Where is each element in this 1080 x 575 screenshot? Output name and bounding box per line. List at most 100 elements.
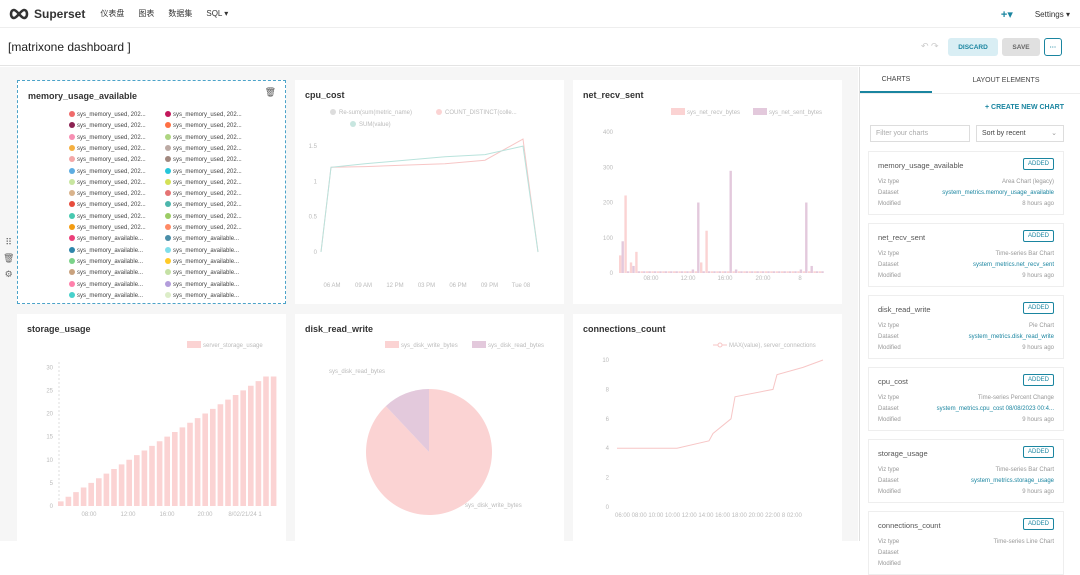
bar-storage [179, 427, 186, 506]
nav-dashboards[interactable]: 仪表盘 [100, 9, 125, 18]
legend-item[interactable]: sys_memory_available... [165, 257, 240, 265]
bar-storage [134, 455, 140, 506]
panel-chart-card[interactable]: connections_count ADDED Viz type Time-serie… [868, 511, 1064, 575]
bar-recv [770, 271, 773, 273]
modified-label: Modified [878, 345, 901, 351]
legend-item[interactable]: sys_memory_used, 202... [69, 122, 146, 129]
chart-card-memory[interactable]: memory_usage_available 🗑 sys_memory_used… [17, 80, 286, 304]
viz-type-label: Viz type [878, 323, 900, 329]
legend-item[interactable]: sys_memory_available... [165, 269, 239, 276]
legend-item[interactable]: sys_memory_used, 202... [69, 178, 146, 186]
legend-item[interactable]: sys_memory_used, 202... [165, 212, 242, 220]
tab-layout-elements[interactable]: LAYOUT ELEMENTS [972, 76, 1040, 84]
legend-item[interactable]: sys_memory_used, 202... [69, 111, 146, 118]
legend-item[interactable]: sys_memory_used, 202... [165, 190, 242, 197]
dashboard-title[interactable]: [matrixone dashboard ] [8, 40, 131, 54]
dataset-label: Dataset [878, 406, 899, 412]
legend-swatch [165, 224, 171, 230]
tab-charts[interactable]: CHARTS [860, 67, 932, 93]
viz-type-label: Viz type [878, 179, 900, 185]
legend-item[interactable]: sys_memory_available... [165, 291, 239, 299]
x-tick-label: 16:00 [159, 512, 175, 518]
legend-item[interactable]: sys_memory_available... [69, 246, 143, 254]
y-tick-label: 200 [603, 201, 614, 207]
panel-chart-card[interactable]: memory_usage_available ADDED Viz type Area … [868, 151, 1064, 215]
chart-card-connections[interactable]: connections_count MAX(value), server_con… [573, 314, 842, 541]
legend-item[interactable]: sys_memory_used, 202... [165, 167, 242, 175]
legend-item[interactable]: sys_memory_used, 202... [69, 190, 146, 197]
legend-swatch [165, 235, 171, 242]
panel-chart-card[interactable]: disk_read_write ADDED Viz type Pie Chart Dat… [868, 295, 1064, 359]
filter-charts-input[interactable]: Filter your charts [870, 125, 970, 142]
legend-item[interactable]: sys_memory_used, 202... [69, 212, 146, 220]
gear-icon[interactable]: ⚙ [4, 269, 13, 279]
legend-item[interactable]: sys_memory_available... [165, 280, 239, 288]
bar-recv [802, 271, 805, 273]
legend-swatch [350, 121, 356, 127]
brand-logo[interactable]: Superset [8, 7, 85, 21]
legend-item[interactable]: sys_memory_used, 202... [165, 156, 242, 163]
y-tick-label: 1.5 [309, 144, 318, 150]
legend-swatch [69, 190, 75, 197]
legend-item[interactable]: sys_memory_available... [69, 291, 143, 299]
chart-card-cpu[interactable]: cpu_cost Re-sum(sum(metric_name) COUNT_D… [295, 80, 564, 304]
legend-item[interactable]: sys_memory_used, 202... [165, 111, 242, 118]
legend-item[interactable]: sys_memory_used, 202... [165, 144, 242, 152]
bar-recv [775, 271, 778, 273]
discard-button[interactable]: DISCARD [948, 38, 998, 56]
nav-datasets[interactable]: 数据集 [168, 9, 193, 18]
settings-menu[interactable]: Settings ▾ [1034, 9, 1070, 19]
panel-chart-card[interactable]: net_recv_sent ADDED Viz type Time-series Ba… [868, 223, 1064, 287]
nav-charts[interactable]: 图表 [138, 9, 155, 18]
legend-item[interactable]: sys_memory_used, 202... [69, 201, 146, 208]
legend-item[interactable]: sys_memory_used, 202... [165, 122, 242, 129]
legend-item[interactable]: sys_memory_used, 202... [165, 133, 242, 141]
new-menu-button[interactable]: +▾ [1000, 8, 1013, 21]
delete-row-icon[interactable]: 🗑 [3, 253, 15, 263]
drag-handle-icon[interactable]: ⠿ [5, 237, 13, 247]
chart-card-net[interactable]: net_recv_sent sys_net_recv_bytes sys_net… [573, 80, 842, 304]
sort-select[interactable]: Sort by recent ⌄ [976, 125, 1064, 142]
bar-recv [737, 271, 741, 273]
legend-item[interactable]: sys_memory_used, 202... [165, 224, 242, 231]
bar-recv [781, 271, 784, 273]
legend-item[interactable]: sys_memory_used, 202... [69, 144, 146, 152]
x-tick-label: 06 AM [323, 283, 340, 289]
bar-recv [667, 271, 670, 273]
legend-item[interactable]: sys_memory_available... [69, 235, 143, 242]
panel-chart-card[interactable]: cpu_cost ADDED Viz type Time-series Percent… [868, 367, 1064, 431]
more-options-button[interactable]: ··· [1044, 38, 1062, 56]
dataset-label: Dataset [878, 262, 899, 268]
undo-redo-icon[interactable]: ↶ ↷ [921, 41, 939, 51]
legend-item[interactable]: sys_memory_used, 202... [69, 224, 146, 231]
legend-swatch [187, 341, 201, 348]
pie-slice-read [385, 389, 429, 452]
create-new-chart-button[interactable]: + CREATE NEW CHART [984, 104, 1064, 111]
save-button[interactable]: SAVE [1002, 38, 1040, 56]
legend-item[interactable]: sys_memory_used, 202... [165, 201, 242, 208]
nav-sql-menu[interactable]: SQL ▾ [206, 9, 229, 18]
legend-item[interactable]: sys_memory_used, 202... [69, 156, 146, 163]
x-tick-label: 08:00 [81, 512, 97, 518]
panel-chart-card[interactable]: storage_usage ADDED Viz type Time-series Ba… [868, 439, 1064, 503]
chart-card-storage[interactable]: storage_usage server_storage_usage 30 25 2… [17, 314, 286, 541]
bar-storage [172, 432, 178, 506]
bar-recv [813, 271, 816, 273]
legend-label: sys_memory_available... [77, 236, 144, 243]
legend-label: sys_memory_available... [173, 258, 240, 265]
legend-item[interactable]: sys_memory_available... [69, 257, 143, 265]
legend-item[interactable]: sys_memory_available... [165, 246, 239, 254]
legend-item[interactable]: sys_memory_used, 202... [69, 133, 146, 141]
bar-recv [791, 271, 795, 273]
trash-icon[interactable]: 🗑 [264, 87, 276, 97]
legend-swatch [165, 167, 171, 174]
legend-label: sys_memory_used, 202... [77, 213, 146, 220]
bar-sent [794, 271, 797, 273]
legend-item[interactable]: sys_memory_used, 202... [69, 167, 146, 175]
legend-item[interactable]: sys_memory_available... [69, 269, 143, 276]
chart-card-disk[interactable]: disk_read_write sys_disk_write_bytes sys… [295, 314, 564, 541]
legend-item[interactable]: sys_memory_used, 202... [165, 178, 242, 186]
legend-item[interactable]: sys_memory_available... [165, 235, 239, 242]
legend-label: sys_disk_read_bytes [488, 343, 544, 349]
legend-item[interactable]: sys_memory_available... [69, 280, 143, 288]
